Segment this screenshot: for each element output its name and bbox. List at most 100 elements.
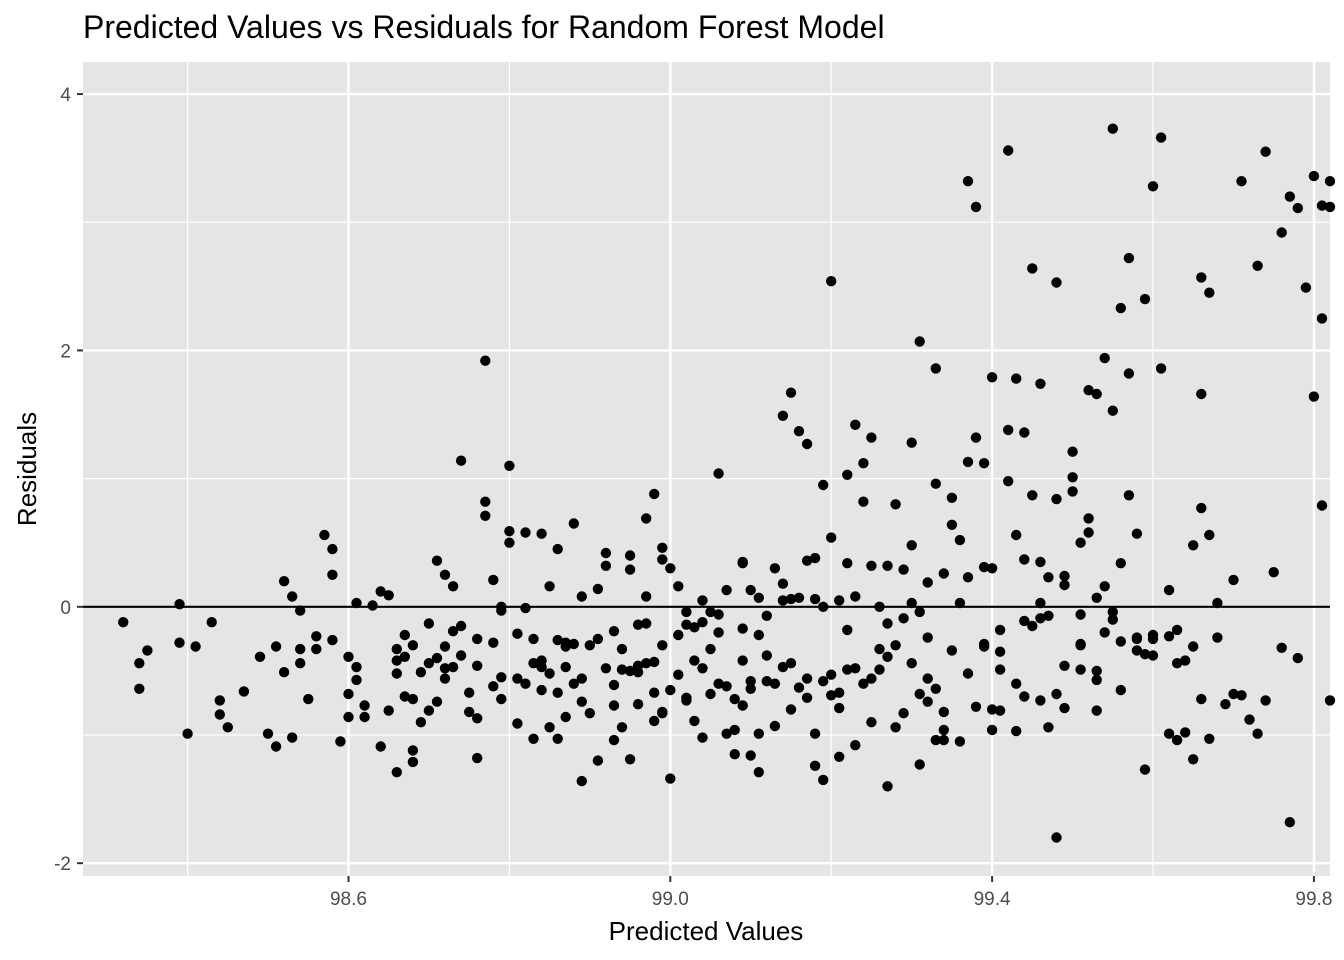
data-point: [335, 736, 346, 747]
data-point: [785, 704, 797, 715]
data-point: [1324, 201, 1336, 213]
data-point: [1075, 537, 1086, 548]
data-point: [986, 724, 998, 736]
data-point: [922, 632, 933, 643]
data-point: [1236, 176, 1247, 187]
data-point: [914, 336, 925, 347]
data-point: [270, 641, 282, 652]
data-point: [496, 605, 507, 616]
data-point: [1188, 754, 1199, 765]
data-point: [407, 756, 419, 768]
data-point: [1035, 613, 1046, 624]
data-point: [118, 617, 129, 628]
data-point: [407, 640, 419, 651]
data-point: [673, 629, 684, 641]
data-point: [560, 661, 571, 673]
data-point: [423, 705, 435, 716]
data-point: [689, 622, 700, 633]
data-point: [922, 696, 933, 707]
data-point: [568, 638, 579, 650]
data-point: [1043, 572, 1054, 583]
data-point: [1163, 728, 1175, 739]
data-point: [1292, 652, 1304, 664]
data-point: [946, 645, 958, 656]
data-point: [665, 684, 676, 696]
data-point: [697, 732, 708, 743]
data-point: [649, 687, 660, 698]
data-point: [544, 581, 555, 592]
data-point: [415, 717, 427, 728]
data-point: [367, 600, 378, 611]
data-point: [1268, 567, 1279, 578]
data-point: [1204, 733, 1215, 744]
data-point: [351, 661, 362, 673]
data-point: [673, 581, 684, 592]
data-point: [608, 679, 620, 691]
data-point: [713, 627, 724, 638]
data-point: [391, 655, 402, 666]
data-point: [1115, 558, 1127, 569]
data-point: [488, 637, 499, 648]
data-point: [1236, 690, 1247, 701]
data-point: [906, 658, 917, 669]
x-tick-label: 99.0: [652, 889, 689, 910]
data-point: [866, 560, 877, 571]
data-point: [1163, 584, 1175, 596]
data-point: [874, 643, 885, 655]
data-point: [737, 556, 748, 568]
data-point: [1027, 620, 1038, 632]
data-point: [399, 651, 410, 662]
data-point: [729, 724, 740, 736]
data-point: [1260, 695, 1271, 706]
data-point: [1196, 502, 1207, 514]
data-point: [552, 543, 563, 555]
data-point: [769, 563, 781, 574]
y-tick-label: 0: [60, 598, 71, 619]
data-point: [1139, 764, 1151, 775]
data-point: [319, 529, 330, 541]
data-point: [777, 578, 789, 589]
data-point: [866, 673, 877, 684]
data-point: [1003, 424, 1014, 436]
data-point: [616, 664, 628, 675]
data-point: [544, 722, 555, 733]
data-point: [455, 650, 467, 661]
data-point: [729, 693, 740, 705]
data-point: [842, 624, 853, 636]
data-point: [994, 646, 1006, 657]
data-point: [978, 641, 990, 652]
data-point: [624, 550, 636, 561]
data-point: [922, 673, 933, 684]
data-point: [472, 713, 483, 724]
data-point: [182, 728, 193, 739]
data-point: [343, 688, 354, 700]
data-point: [930, 683, 941, 694]
data-point: [1019, 691, 1030, 702]
data-point: [938, 568, 949, 579]
data-point: [1131, 528, 1143, 539]
data-point: [270, 741, 282, 752]
data-point: [649, 488, 660, 500]
data-point: [938, 724, 949, 736]
data-point: [496, 693, 507, 705]
data-point: [1155, 132, 1167, 143]
data-point: [1284, 191, 1296, 202]
data-point: [1228, 574, 1239, 586]
data-point: [1180, 727, 1191, 738]
data-point: [713, 468, 724, 479]
data-point: [986, 563, 998, 574]
data-point: [962, 456, 974, 468]
data-point: [793, 426, 805, 437]
data-point: [994, 664, 1006, 675]
data-point: [745, 676, 756, 687]
data-point: [632, 660, 644, 671]
data-point: [512, 673, 523, 684]
data-point: [1083, 385, 1094, 396]
data-point: [641, 513, 652, 524]
data-point: [134, 683, 145, 694]
data-point: [793, 682, 805, 693]
data-point: [850, 419, 861, 430]
data-point: [584, 640, 595, 651]
data-point: [608, 626, 620, 637]
data-point: [834, 687, 845, 698]
